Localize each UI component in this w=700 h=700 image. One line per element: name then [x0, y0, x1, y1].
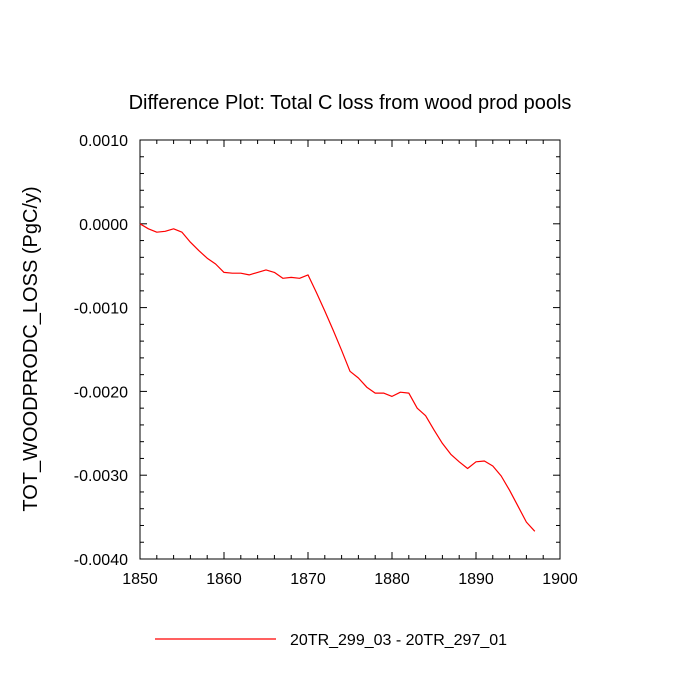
x-tick-label: 1890 — [458, 571, 494, 588]
series-layer — [139, 223, 536, 532]
chart-title: Difference Plot: Total C loss from wood … — [129, 92, 572, 114]
tick-labels-layer: 1850 1860 1870 1880 1890 1900 0.0010 0.0000 -0.0… — [74, 133, 578, 588]
x-tick-label: 1900 — [542, 571, 578, 588]
x-tick-label: 1880 — [374, 571, 410, 588]
y-tick-label: -0.0020 — [74, 384, 128, 401]
y-tick-label: -0.0010 — [74, 301, 128, 318]
plot-frame — [139, 139, 561, 560]
x-tick-label: 1870 — [290, 571, 326, 588]
y-tick-label: 0.0000 — [79, 217, 128, 234]
y-tick-label: 0.0010 — [79, 133, 128, 150]
series-line — [139, 223, 536, 532]
x-tick-label: 1860 — [206, 571, 242, 588]
y-tick-label: -0.0030 — [74, 468, 128, 485]
legend: 20TR_299_03 - 20TR_297_01 — [155, 632, 507, 649]
x-tick-label: 1850 — [122, 571, 158, 588]
y-axis-label: TOT_WOODPRODC_LOSS (PgC/y) — [20, 186, 42, 511]
ticks-layer — [139, 139, 561, 560]
y-tick-label: -0.0040 — [74, 552, 128, 569]
legend-label: 20TR_299_03 - 20TR_297_01 — [290, 632, 507, 649]
